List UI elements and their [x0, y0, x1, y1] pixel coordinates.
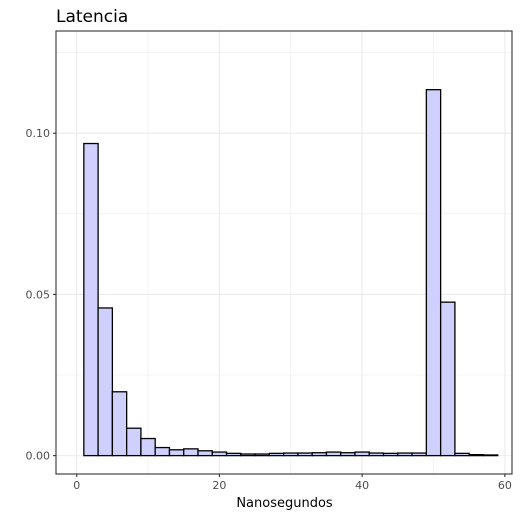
chart-title: Latencia — [56, 7, 128, 27]
histogram-bar — [83, 142, 99, 457]
histogram-bar — [97, 307, 114, 457]
histogram-bar — [340, 452, 356, 457]
histogram-bar — [354, 451, 370, 457]
y-axis: 0.00 0.05 0.10 — [26, 127, 56, 463]
histogram-bar — [425, 89, 442, 457]
histogram-bar — [297, 452, 313, 457]
histogram-bar — [225, 452, 242, 457]
histogram-bar — [197, 450, 213, 457]
x-axis: 0 20 40 60 — [73, 474, 512, 492]
x-axis-title: Nanosegundos — [236, 496, 333, 511]
x-tick-label: 60 — [498, 479, 512, 492]
histogram-bar — [411, 452, 428, 457]
panel-border — [55, 30, 513, 475]
histogram-bar — [240, 453, 256, 457]
histogram-bar — [154, 446, 171, 457]
histogram-bar — [482, 454, 499, 457]
x-tick-label: 40 — [355, 479, 369, 492]
y-tick-label: 0.05 — [26, 288, 51, 301]
y-tick-label: 0.00 — [26, 450, 51, 463]
histogram-bar — [125, 427, 142, 457]
histogram-bar — [368, 452, 385, 457]
histogram-bar — [111, 391, 128, 457]
histogram-bar — [325, 451, 342, 457]
histogram-bar — [254, 453, 271, 457]
x-tick-label: 20 — [212, 479, 226, 492]
histogram-bar — [183, 448, 199, 457]
histogram-bar — [282, 452, 299, 457]
bars — [83, 89, 499, 457]
x-tick-label: 0 — [73, 479, 80, 492]
histogram-bar — [211, 451, 228, 457]
histogram-bar — [382, 452, 399, 457]
histogram-bar — [168, 449, 185, 457]
histogram-bar — [454, 452, 470, 457]
histogram-bar — [311, 452, 328, 457]
histogram-bar — [397, 452, 413, 457]
histogram-bar — [439, 301, 456, 457]
y-tick-label: 0.10 — [26, 127, 51, 140]
histogram-bar — [268, 452, 285, 457]
histogram-bar — [140, 437, 156, 457]
histogram-bar — [468, 454, 485, 457]
